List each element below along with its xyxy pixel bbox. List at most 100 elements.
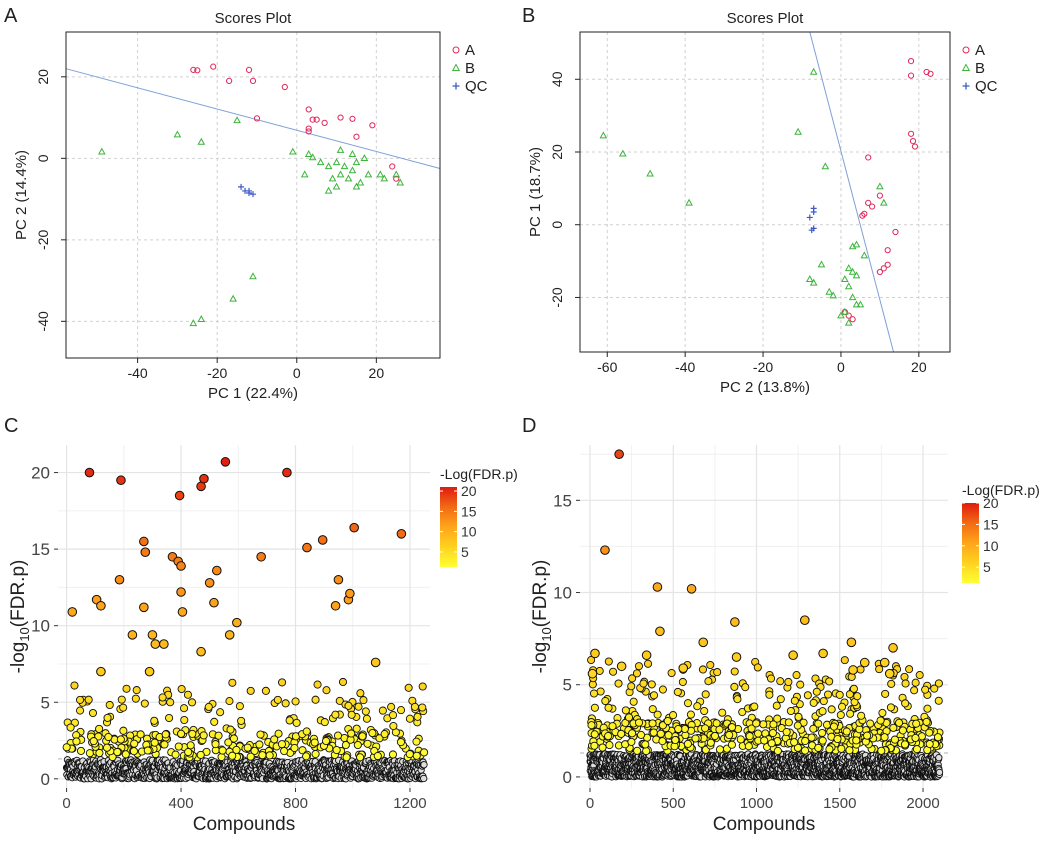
compound-point-significant: [799, 615, 810, 625]
compound-point: [617, 729, 626, 738]
compound-point: [313, 680, 322, 689]
point-a: [245, 66, 253, 73]
compound-point: [683, 699, 693, 708]
compound-point-significant: [614, 449, 624, 460]
compound-point-significant: [846, 637, 857, 648]
compound-point: [773, 746, 782, 755]
compound-point: [246, 752, 255, 761]
compound-point: [700, 706, 709, 716]
point-a: [907, 72, 915, 79]
compound-point: [923, 704, 932, 713]
compound-point: [598, 743, 607, 752]
compound-point: [910, 686, 919, 695]
compound-point: [354, 702, 363, 711]
compound-point: [812, 687, 821, 696]
compound-point: [302, 752, 311, 761]
point-b: [197, 137, 206, 145]
point-b: [599, 131, 608, 139]
compound-point: [132, 686, 141, 695]
point-b: [879, 198, 888, 206]
compound-point: [174, 742, 183, 751]
point-b: [860, 251, 869, 259]
chart-panel-d: 0 500 1000 1500 2000051015Compounds-log10(FD…: [530, 445, 1040, 835]
point-b: [324, 162, 333, 170]
point-a: [884, 261, 891, 268]
compound-point: [736, 735, 745, 744]
compound-point: [698, 665, 708, 674]
compound-point: [658, 737, 667, 746]
legend-marker-qc: [962, 82, 970, 90]
x-tick-label: 800: [283, 795, 308, 812]
legend-marker-a: [962, 46, 970, 54]
compound-point-significant: [174, 490, 185, 501]
compound-point: [122, 684, 131, 693]
separation-line: [65, 68, 441, 169]
point-qc: [808, 227, 815, 234]
colorbar: [962, 503, 979, 583]
point-b: [356, 178, 365, 186]
compound-point-significant: [139, 536, 149, 547]
compound-point-significant: [788, 650, 798, 661]
compound-point-significant: [698, 637, 709, 648]
compound-point: [793, 721, 802, 730]
compound-point-significant: [84, 467, 95, 478]
point-b: [392, 170, 401, 178]
y-tick-label: 20: [35, 69, 51, 85]
point-b: [844, 318, 853, 326]
x-axis-label: Compounds: [713, 814, 815, 835]
compound-point: [258, 751, 267, 760]
point-b: [376, 170, 385, 178]
x-tick-label: 1200: [393, 795, 426, 812]
compound-point: [280, 746, 289, 756]
compound-point: [609, 667, 618, 676]
compound-point: [590, 730, 599, 739]
compound-point: [837, 702, 847, 711]
point-b: [840, 275, 849, 282]
compound-point: [643, 659, 653, 668]
point-b: [352, 158, 361, 166]
compound-point: [886, 703, 895, 712]
x-tick-label: 1500: [823, 795, 856, 812]
compound-point: [412, 751, 421, 760]
compound-point-significant: [114, 574, 125, 585]
compound-point: [604, 732, 613, 741]
point-a: [911, 143, 919, 150]
compound-point: [119, 726, 128, 735]
point-a: [305, 125, 312, 132]
point-b: [348, 166, 357, 174]
compound-point: [835, 690, 844, 699]
compound-point: [177, 729, 186, 738]
compound-point-significant: [587, 668, 598, 679]
x-tick-label: 400: [169, 795, 194, 812]
compound-point: [587, 721, 596, 730]
compound-point: [628, 729, 637, 738]
compound-point-significant: [686, 584, 697, 594]
compound-point-significant: [678, 663, 689, 673]
compound-point-significant: [139, 602, 149, 613]
compound-point: [273, 695, 282, 704]
point-a: [849, 316, 856, 323]
compound-point: [160, 740, 169, 749]
point-a: [884, 247, 891, 254]
compound-point: [825, 745, 834, 754]
y-tick-label: 20: [549, 144, 565, 160]
compound-point-significant: [144, 666, 155, 677]
compound-point-significant: [282, 467, 292, 478]
compound-point: [667, 668, 676, 678]
compound-point: [388, 750, 397, 759]
compound-point: [211, 740, 220, 749]
point-b: [685, 198, 693, 206]
compound-point: [718, 708, 727, 717]
legend-label-a: A: [975, 42, 985, 59]
y-tick-label: 15: [553, 491, 572, 510]
compound-point: [766, 674, 776, 683]
compound-point-significant: [349, 522, 359, 533]
compound-point: [604, 703, 613, 712]
compound-point: [876, 716, 885, 725]
compound-point: [715, 745, 725, 754]
compound-point: [881, 689, 890, 698]
compound-point: [674, 724, 683, 734]
plot-frame: [65, 31, 441, 359]
chart-title: Scores Plot: [215, 10, 293, 27]
compound-point: [85, 749, 94, 758]
